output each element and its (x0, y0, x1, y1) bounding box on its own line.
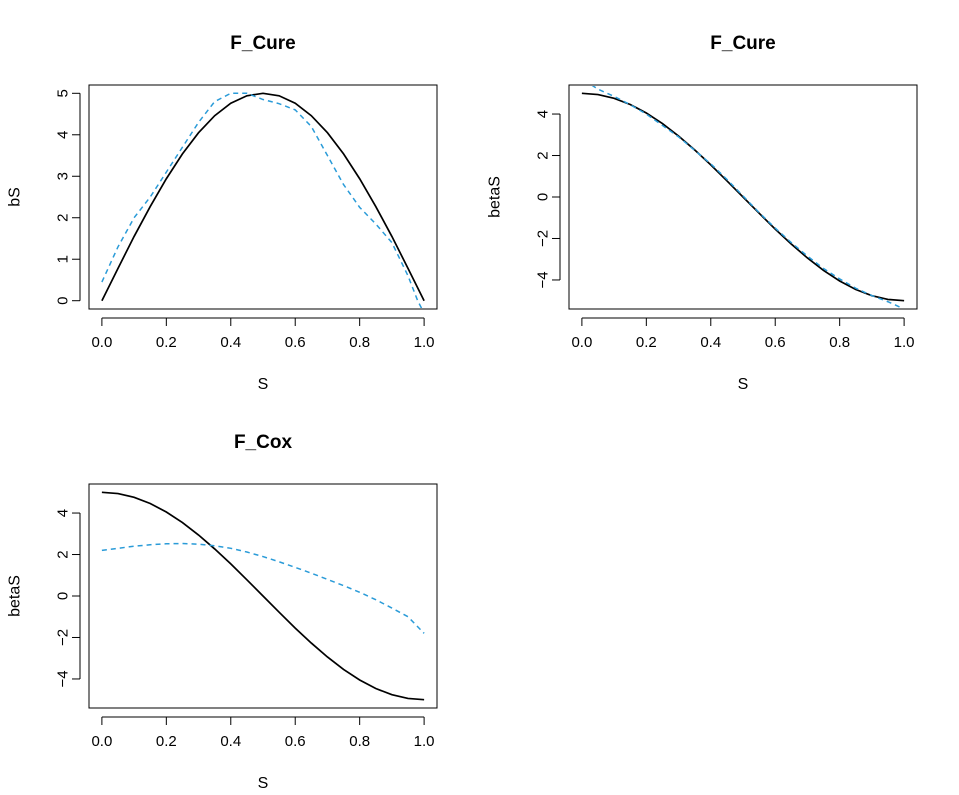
series-line-estimate (591, 86, 904, 308)
x-tick-label: 0.4 (700, 334, 721, 351)
x-axis-label: S (738, 376, 749, 393)
y-tick-label: 2 (55, 214, 72, 222)
y-tick-label: 4 (535, 110, 552, 118)
y-tick-label: −2 (535, 230, 552, 247)
plot-panel-1: F_Cure 0.0 0.2 0.4 0.6 0.8 1.0 0 1 2 3 4 5 SbS (7, 33, 438, 393)
x-tick-label: 1.0 (414, 733, 435, 750)
x-axis-label: S (258, 775, 269, 792)
x-tick-label: 0.0 (571, 334, 592, 351)
y-tick-label: −4 (535, 271, 552, 288)
y-tick-label: 4 (55, 509, 72, 517)
plot-title: F_Cure (710, 33, 775, 54)
x-tick-label: 0.2 (156, 733, 177, 750)
y-axis-label: betaS (7, 575, 24, 617)
y-tick-label: −4 (55, 670, 72, 687)
x-tick-label: 0.2 (636, 334, 657, 351)
y-tick-label: 0 (55, 297, 72, 305)
x-tick-label: 0.0 (91, 733, 112, 750)
y-tick-label: 3 (55, 172, 72, 180)
y-tick-label: 0 (535, 193, 552, 201)
series-line-estimate (101, 542, 425, 634)
y-tick-label: 1 (55, 255, 72, 263)
x-tick-label: 0.6 (285, 334, 306, 351)
x-tick-label: 1.0 (414, 334, 435, 351)
x-tick-label: 0.6 (285, 733, 306, 750)
x-tick-label: 0.8 (349, 733, 370, 750)
y-tick-label: −2 (55, 629, 72, 646)
y-tick-label: 2 (55, 550, 72, 558)
plot-frame (568, 84, 918, 310)
plot-frame (88, 84, 438, 310)
x-axis-label: S (258, 376, 269, 393)
plot-title: F_Cox (234, 432, 293, 453)
x-tick-label: 0.2 (156, 334, 177, 351)
x-tick-label: 0.8 (349, 334, 370, 351)
x-tick-label: 0.8 (829, 334, 850, 351)
y-tick-label: 4 (55, 131, 72, 139)
x-tick-label: 0.4 (220, 733, 241, 750)
y-axis-label: bS (7, 187, 24, 207)
series-line-true (101, 491, 425, 701)
y-tick-label: 0 (55, 592, 72, 600)
series-line-true (101, 92, 425, 302)
y-tick-label: 2 (535, 151, 552, 159)
series-line-estimate (101, 92, 423, 308)
plot-frame (88, 483, 438, 709)
x-tick-label: 0.0 (91, 334, 112, 351)
plot-title: F_Cure (230, 33, 295, 54)
x-tick-label: 1.0 (894, 334, 915, 351)
y-tick-label: 5 (55, 89, 72, 97)
x-tick-label: 0.6 (765, 334, 786, 351)
y-axis-label: betaS (487, 176, 504, 218)
x-tick-label: 0.4 (220, 334, 241, 351)
